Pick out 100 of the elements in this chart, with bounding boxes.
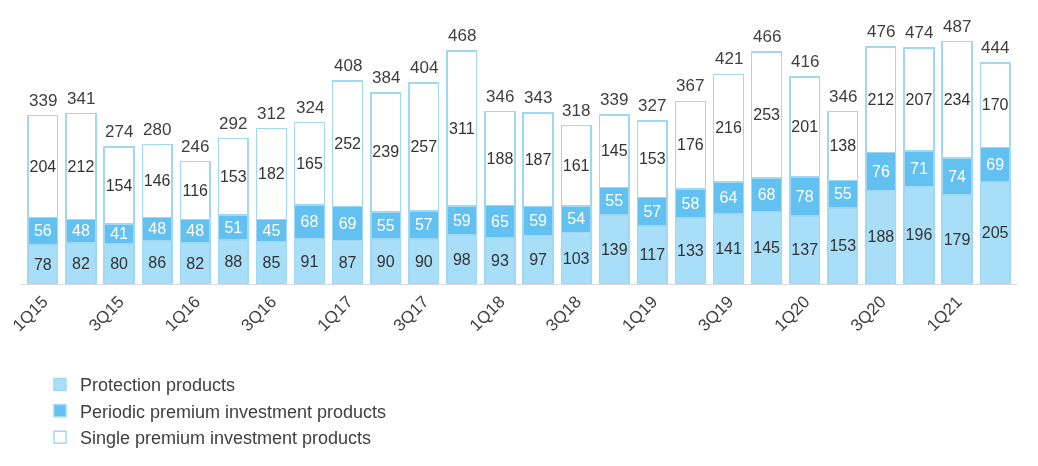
data-label: 57 [643, 202, 662, 220]
data-label: 45 [262, 221, 281, 239]
total-label: 416 [791, 52, 820, 71]
total-label: 468 [448, 26, 477, 45]
data-label: 252 [334, 134, 362, 152]
data-label: 57 [414, 216, 433, 234]
data-label: 78 [33, 255, 52, 273]
data-label: 68 [300, 212, 319, 230]
data-label: 176 [677, 136, 704, 154]
data-label: 93 [491, 252, 509, 270]
total-label: 274 [105, 122, 134, 141]
data-label: 311 [449, 119, 475, 137]
total-label: 324 [296, 98, 325, 117]
data-label: 161 [562, 156, 590, 174]
total-label: 421 [715, 49, 744, 68]
data-label: 188 [486, 149, 514, 167]
data-label: 116 [182, 181, 209, 199]
data-label: 239 [372, 143, 400, 161]
data-label: 103 [562, 249, 590, 267]
legend-label: Periodic premium investment products [79, 401, 387, 422]
data-label: 59 [529, 212, 548, 230]
data-label: 138 [829, 137, 857, 155]
data-label: 59 [452, 211, 471, 229]
data-label: 117 [639, 246, 666, 264]
data-label: 54 [567, 210, 586, 228]
data-label: 153 [638, 150, 666, 168]
data-label: 69 [338, 214, 357, 232]
data-label: 80 [110, 255, 129, 273]
data-label: 56 [33, 222, 52, 240]
legend-label: Protection products [79, 375, 236, 396]
data-label: 216 [715, 119, 742, 137]
total-label: 341 [67, 89, 96, 108]
total-label: 476 [867, 22, 896, 41]
data-label: 146 [143, 172, 171, 190]
data-label: 204 [29, 157, 57, 175]
data-label: 91 [300, 252, 319, 270]
data-label: 153 [219, 167, 247, 185]
data-label: 212 [867, 90, 895, 108]
total-label: 318 [562, 101, 591, 120]
data-label: 69 [986, 155, 1005, 173]
data-label: 165 [296, 154, 323, 172]
total-label: 367 [676, 76, 705, 95]
data-label: 78 [795, 187, 814, 205]
data-label: 170 [981, 96, 1009, 114]
data-label: 234 [943, 90, 971, 108]
data-label: 205 [981, 224, 1009, 242]
data-label: 51 [224, 218, 243, 236]
total-label: 346 [829, 87, 858, 106]
data-label: 179 [943, 230, 971, 248]
data-label: 137 [791, 241, 819, 259]
data-label: 41 [110, 225, 129, 243]
data-label: 48 [186, 222, 205, 240]
data-label: 187 [524, 150, 552, 168]
data-label: 207 [905, 90, 933, 108]
total-label: 466 [753, 27, 782, 46]
total-label: 246 [181, 137, 210, 156]
total-label: 343 [524, 88, 553, 107]
data-label: 139 [600, 240, 628, 258]
data-label: 87 [338, 253, 357, 271]
legend-label: Single premium investment products [79, 428, 372, 449]
data-label: 153 [829, 237, 857, 255]
data-label: 68 [757, 186, 776, 204]
data-label: 141 [715, 240, 742, 258]
data-label: 55 [833, 185, 852, 203]
total-label: 487 [943, 17, 972, 36]
data-label: 48 [72, 222, 90, 240]
data-label: 188 [867, 228, 895, 246]
data-label: 257 [410, 138, 438, 156]
data-label: 76 [871, 162, 890, 180]
data-label: 48 [148, 220, 167, 238]
data-label: 71 [910, 159, 928, 177]
data-label: 64 [719, 189, 738, 207]
data-label: 196 [905, 226, 933, 244]
total-label: 444 [981, 38, 1010, 57]
data-label: 133 [677, 242, 704, 260]
total-label: 292 [219, 114, 248, 133]
data-label: 82 [186, 254, 205, 272]
total-label: 339 [29, 91, 58, 110]
data-label: 85 [262, 254, 281, 272]
data-label: 74 [948, 167, 967, 185]
total-label: 312 [257, 104, 286, 123]
data-label: 145 [600, 142, 628, 160]
data-label: 201 [791, 118, 819, 136]
data-label: 97 [529, 251, 548, 269]
data-label: 88 [224, 253, 243, 271]
total-label: 404 [410, 58, 439, 77]
data-label: 86 [148, 253, 167, 271]
total-label: 327 [638, 96, 667, 115]
data-label: 212 [67, 157, 95, 175]
total-label: 384 [372, 68, 401, 87]
data-label: 55 [605, 192, 624, 210]
data-label: 253 [753, 106, 781, 124]
data-label: 98 [452, 250, 471, 268]
total-label: 339 [600, 90, 629, 109]
data-label: 55 [376, 216, 395, 234]
data-label: 65 [491, 212, 509, 230]
data-label: 182 [258, 165, 285, 183]
data-label: 154 [105, 176, 133, 194]
data-label: 145 [753, 239, 781, 257]
total-label: 346 [486, 87, 515, 106]
